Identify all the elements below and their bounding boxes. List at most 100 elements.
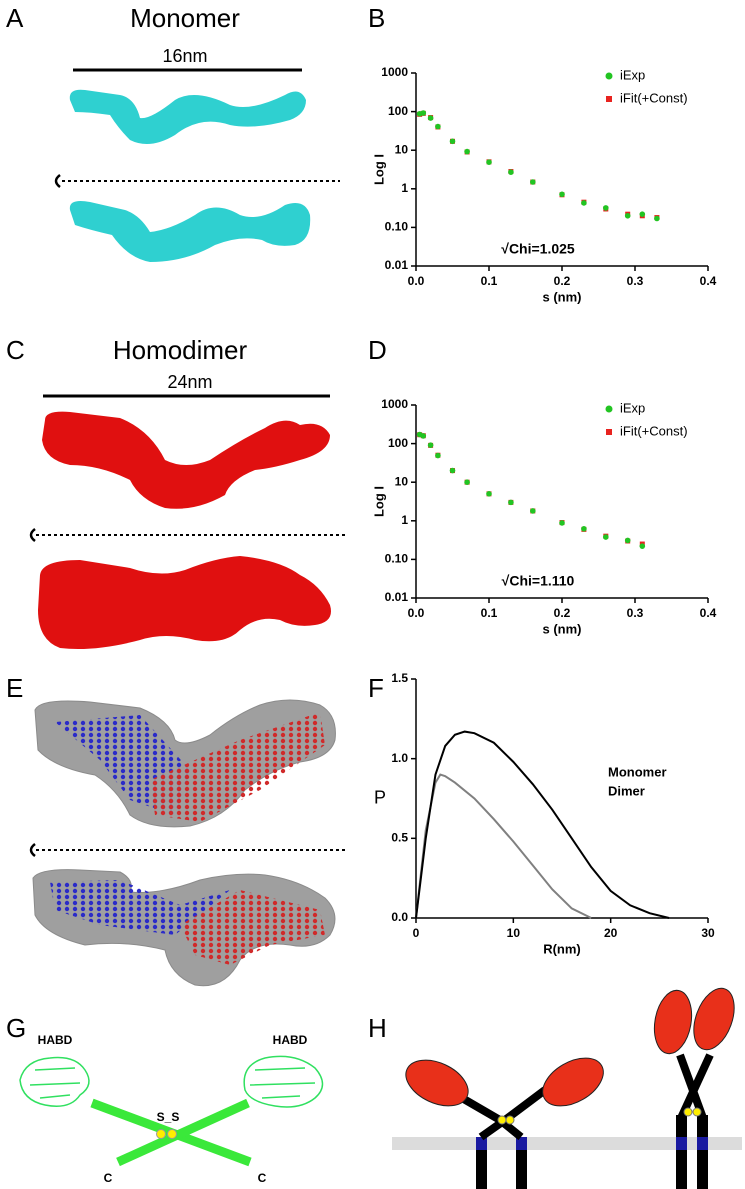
panel-letter: B xyxy=(368,3,385,33)
y-axis-label: Log I xyxy=(371,154,386,185)
point xyxy=(464,479,470,486)
point xyxy=(486,491,492,497)
x-tick-label: 0.2 xyxy=(554,606,571,620)
legend-marker xyxy=(606,96,612,102)
point xyxy=(654,215,660,222)
membrane xyxy=(392,1137,742,1150)
x-tick-label: 30 xyxy=(701,926,715,940)
y-tick-label: 1.0 xyxy=(391,751,408,765)
x-tick-label: 0.4 xyxy=(700,606,717,620)
legend-label: iFit(+Const) xyxy=(620,90,688,105)
transmembrane xyxy=(676,1137,687,1150)
rotation-arrow xyxy=(54,174,61,188)
stalk xyxy=(676,1053,707,1120)
point xyxy=(420,433,427,439)
monomer-shape xyxy=(69,89,306,144)
y-tick-label: 10 xyxy=(395,474,409,488)
y-tick-label: 0.01 xyxy=(385,258,409,272)
series-line xyxy=(415,773,592,919)
legend-label: Dimer xyxy=(608,783,645,798)
monomer-shape xyxy=(69,201,311,262)
panel-letter: D xyxy=(368,335,387,365)
rotation-arrow xyxy=(29,528,36,542)
domain-label: HABD xyxy=(273,1033,308,1047)
y-tick-label: 100 xyxy=(388,436,408,450)
point xyxy=(530,508,536,514)
y-tick-label: 1000 xyxy=(381,397,408,411)
disulfide xyxy=(497,1115,507,1125)
legend-label: iFit(+Const) xyxy=(620,423,688,438)
point xyxy=(427,442,434,448)
point xyxy=(435,452,441,459)
stalk xyxy=(676,1115,687,1189)
disulfide xyxy=(692,1107,702,1117)
y-tick-label: 0.10 xyxy=(385,552,409,566)
domain xyxy=(542,1057,604,1107)
point xyxy=(559,191,565,198)
homodimer-shape xyxy=(38,556,331,649)
bead-model xyxy=(150,712,325,822)
point xyxy=(639,543,646,549)
disulfide xyxy=(156,1129,166,1139)
y-tick-label: 100 xyxy=(388,104,408,118)
y-axis-label: Log I xyxy=(371,486,386,517)
x-tick-label: 0 xyxy=(413,926,420,940)
x-tick-label: 0.3 xyxy=(627,606,644,620)
x-axis-label: s (nm) xyxy=(543,621,582,636)
disulfide xyxy=(683,1107,693,1117)
terminus-label: C xyxy=(258,1171,267,1185)
legend-label: iExp xyxy=(620,400,645,415)
y-tick-label: 10 xyxy=(395,142,409,156)
x-tick-label: 10 xyxy=(507,926,521,940)
point xyxy=(486,159,492,165)
bead-model xyxy=(50,880,230,935)
domain xyxy=(653,989,693,1055)
domain-structure xyxy=(19,1056,90,1107)
panel-letter: H xyxy=(368,1013,387,1043)
point xyxy=(603,534,609,540)
transmembrane xyxy=(476,1137,487,1150)
annotation: √Chi=1.110 xyxy=(502,573,575,589)
panel-letter: F xyxy=(368,673,384,703)
legend-label: Monomer xyxy=(608,764,667,779)
x-tick-label: 20 xyxy=(604,926,618,940)
point xyxy=(624,537,631,544)
x-tick-label: 0.0 xyxy=(408,606,425,620)
y-tick-label: 1 xyxy=(401,181,408,195)
panel-title: Homodimer xyxy=(113,335,248,365)
y-axis-label: P xyxy=(374,787,386,807)
legend-label: iExp xyxy=(620,67,645,82)
homodimer-shape xyxy=(42,411,330,509)
point xyxy=(435,123,441,130)
rotation-arrow xyxy=(29,843,36,857)
panel-letter: G xyxy=(6,1013,26,1043)
scale-label: 16nm xyxy=(162,46,207,66)
point xyxy=(624,212,631,219)
panel-letter: A xyxy=(6,3,24,33)
point xyxy=(449,138,456,145)
bead-model xyxy=(180,890,325,965)
domain-structure xyxy=(243,1055,324,1108)
point xyxy=(508,169,514,175)
point xyxy=(420,110,427,116)
domain-label: HABD xyxy=(38,1033,73,1047)
stalk xyxy=(516,1137,527,1189)
x-axis-label: s (nm) xyxy=(543,289,582,304)
domain xyxy=(405,1059,469,1107)
series-line xyxy=(415,730,670,919)
point xyxy=(449,467,456,474)
terminus-label: C xyxy=(104,1171,113,1185)
legend-marker xyxy=(605,405,613,413)
point xyxy=(530,179,536,185)
x-tick-label: 0.3 xyxy=(627,274,644,288)
disulfide xyxy=(505,1115,515,1125)
y-tick-label: 0.10 xyxy=(385,220,409,234)
disulfide xyxy=(167,1129,177,1139)
transmembrane xyxy=(516,1137,527,1150)
x-tick-label: 0.0 xyxy=(408,274,425,288)
stalk xyxy=(476,1137,487,1189)
y-tick-label: 0.0 xyxy=(391,910,408,924)
x-axis-label: R(nm) xyxy=(543,941,581,956)
stalk xyxy=(116,1098,250,1167)
